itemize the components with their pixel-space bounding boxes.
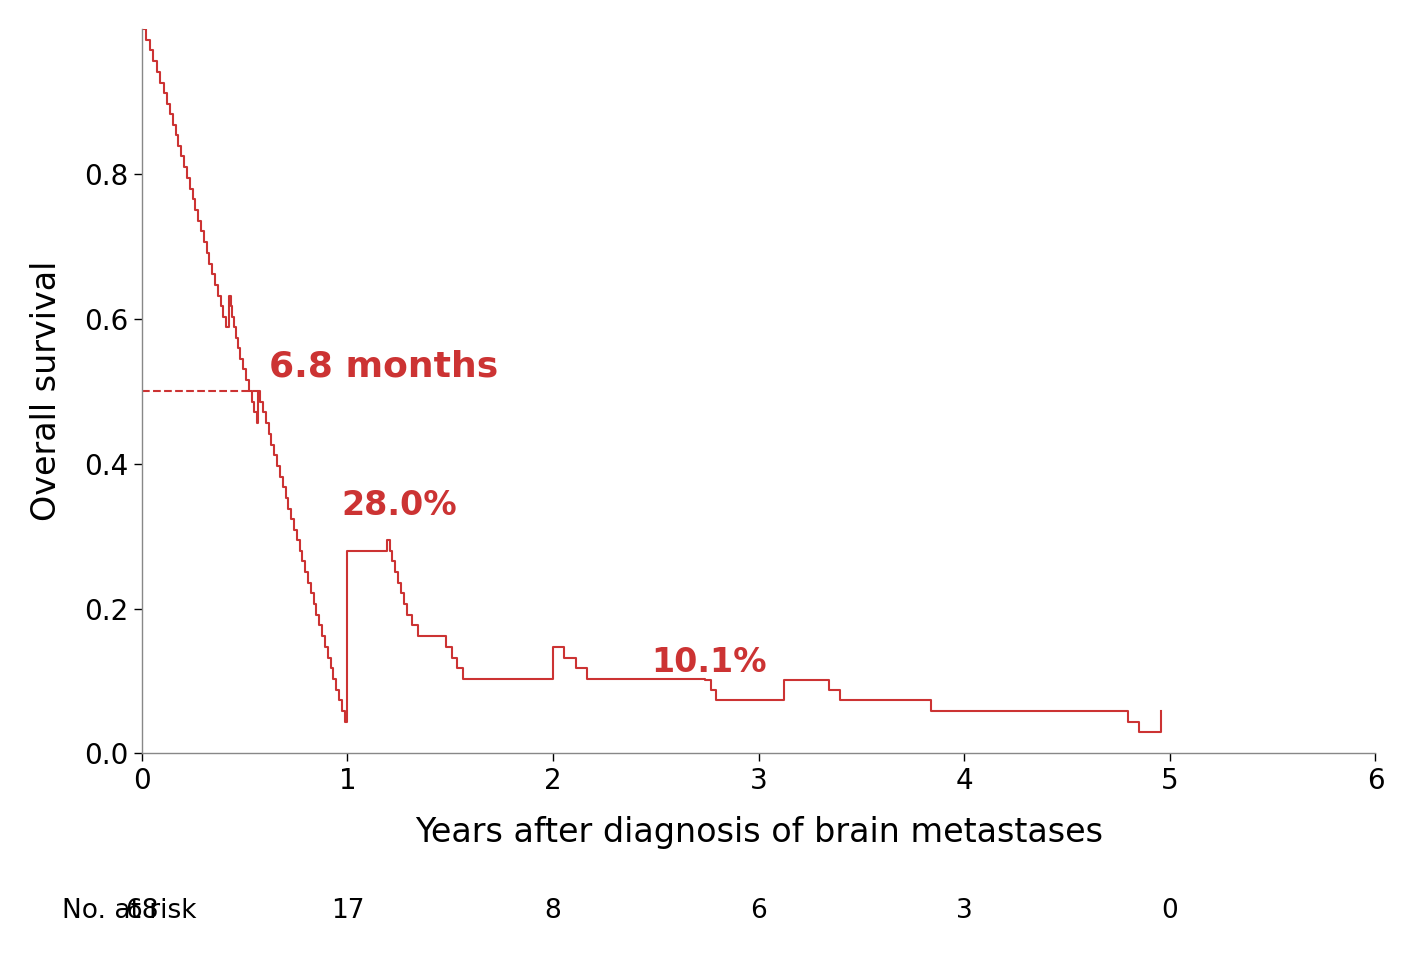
Text: 10.1%: 10.1%	[652, 646, 767, 679]
Text: 6.8 months: 6.8 months	[269, 350, 499, 384]
Y-axis label: Overall survival: Overall survival	[30, 261, 64, 522]
Text: No. at risk: No. at risk	[61, 898, 196, 924]
Text: 6: 6	[750, 898, 767, 924]
Text: 8: 8	[545, 898, 562, 924]
X-axis label: Years after diagnosis of brain metastases: Years after diagnosis of brain metastase…	[414, 815, 1103, 848]
Text: 0: 0	[1161, 898, 1178, 924]
Text: 28.0%: 28.0%	[342, 489, 457, 522]
Text: 68: 68	[125, 898, 159, 924]
Text: 3: 3	[956, 898, 973, 924]
Text: 17: 17	[330, 898, 364, 924]
